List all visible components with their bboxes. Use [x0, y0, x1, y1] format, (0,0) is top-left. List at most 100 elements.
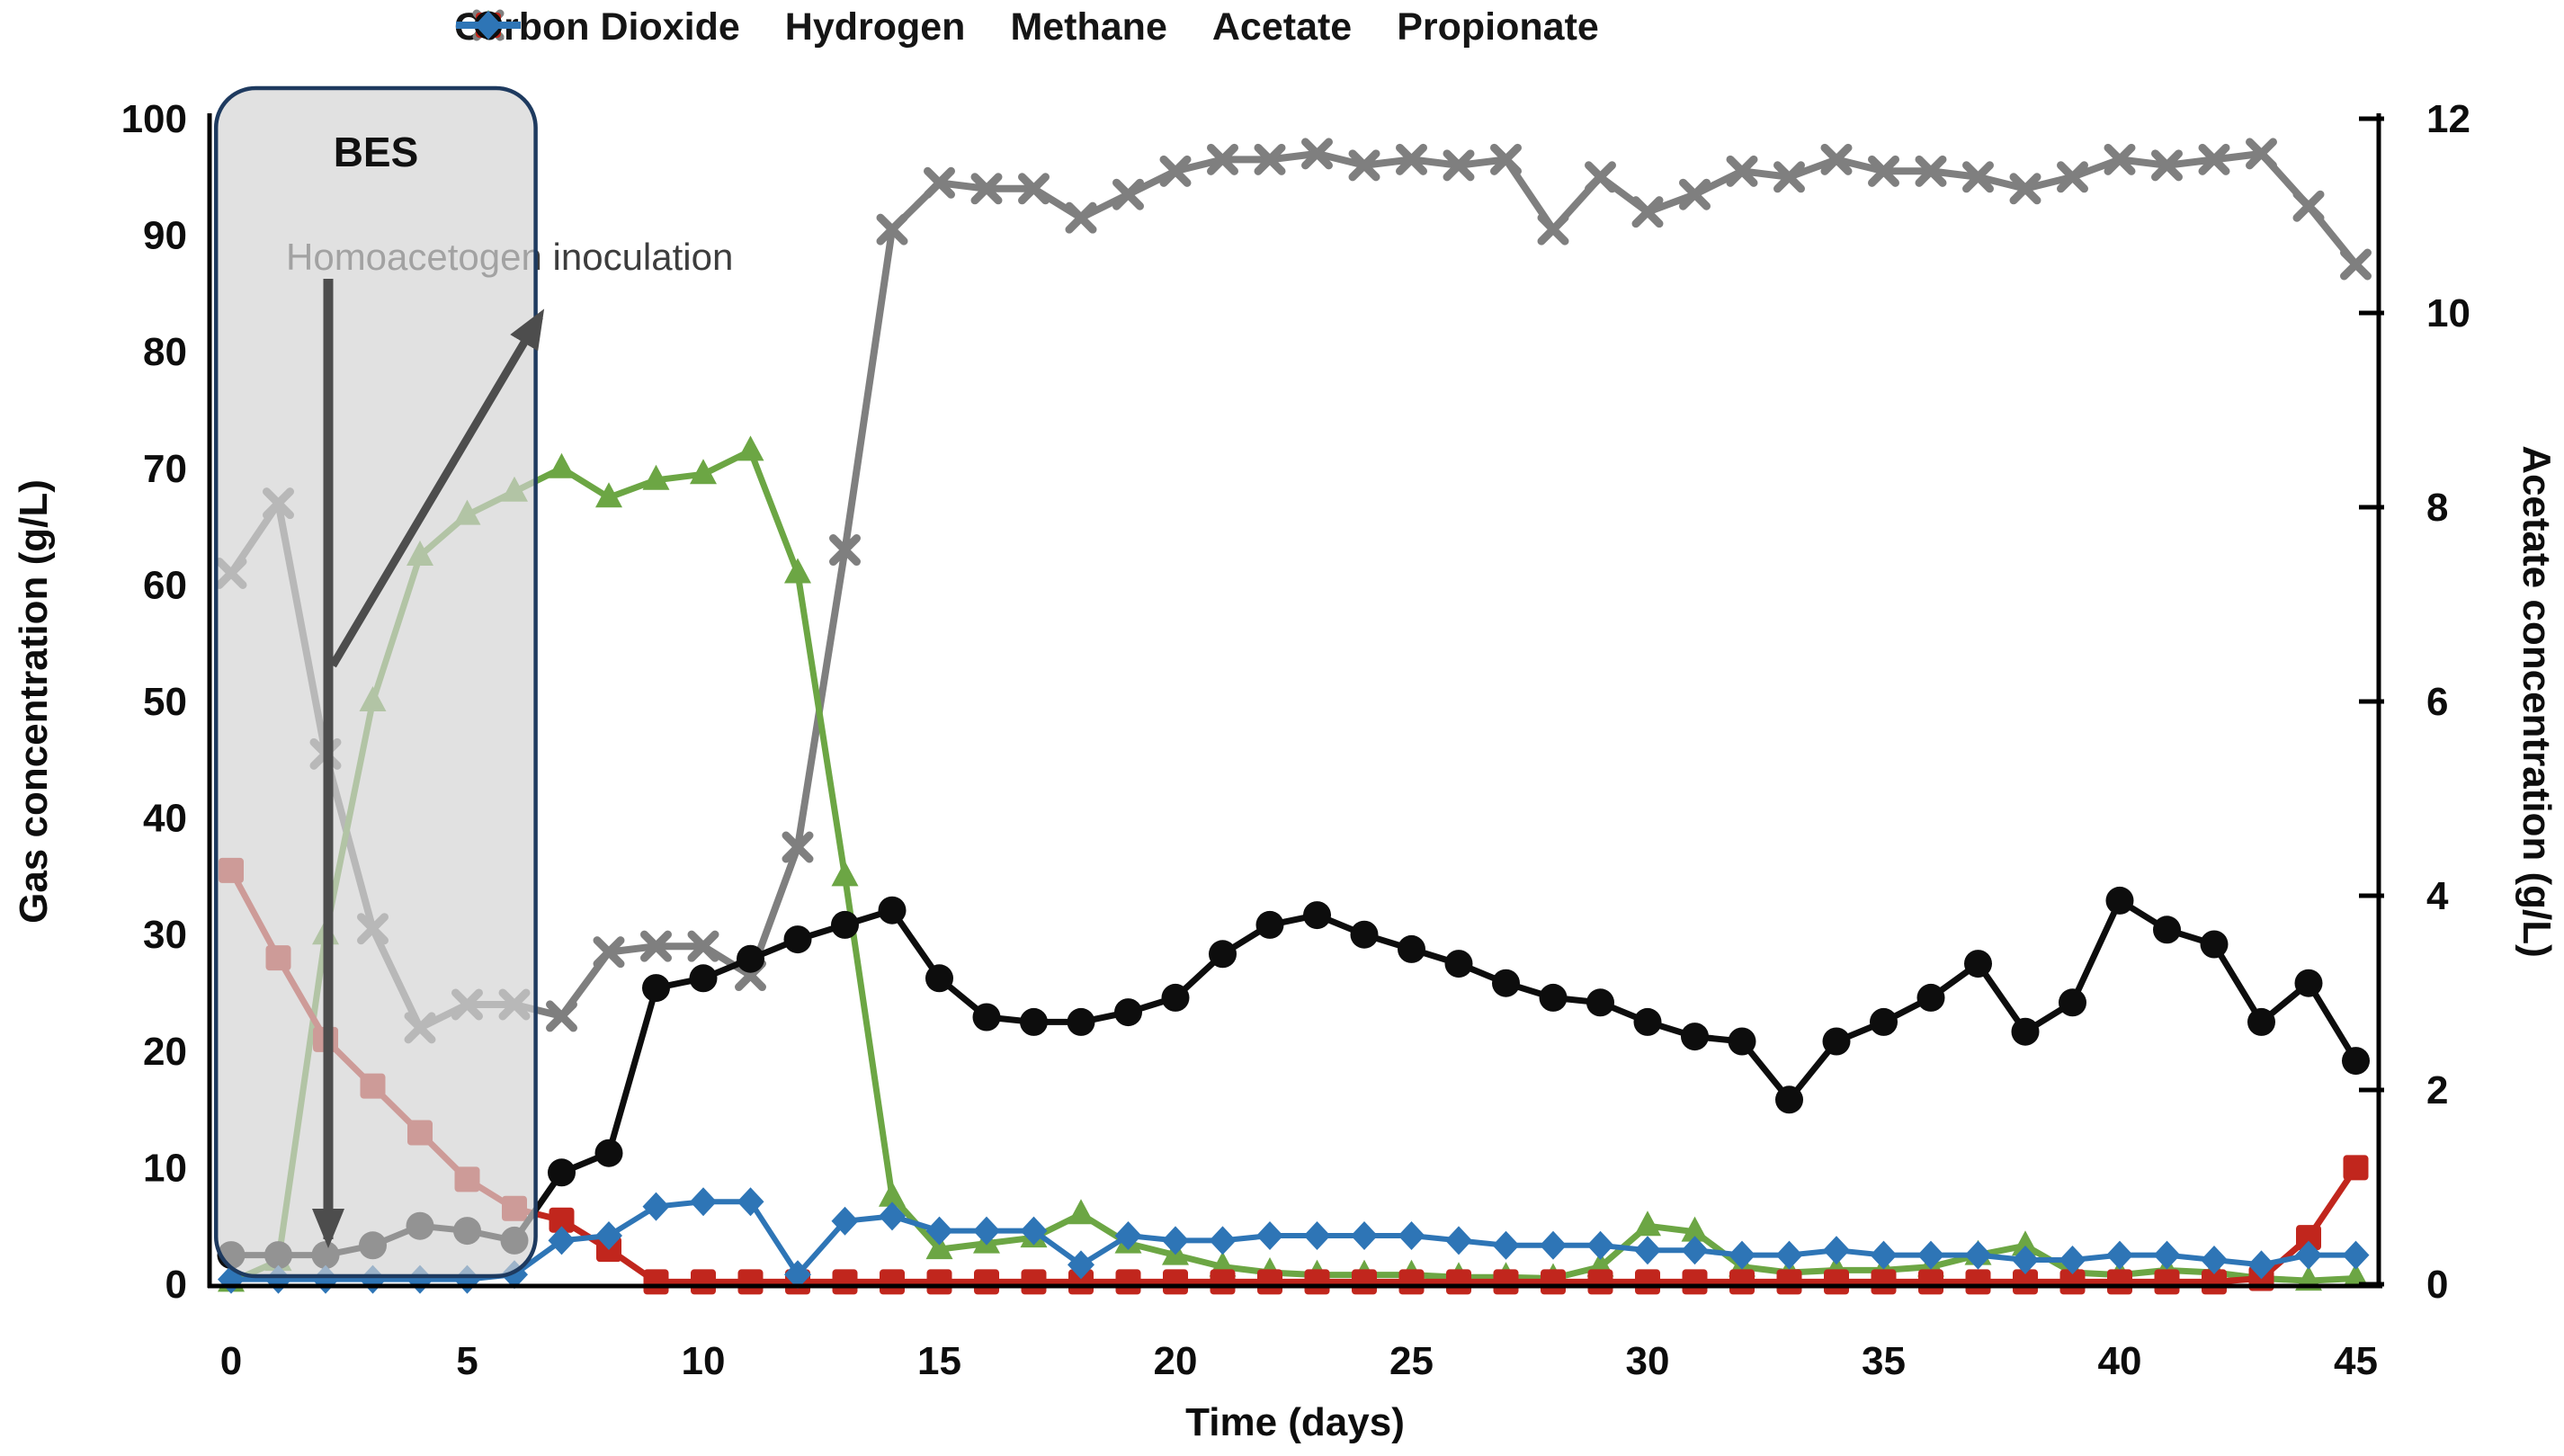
propionate-point — [1068, 1250, 1094, 1280]
carbon-dioxide-point — [1443, 149, 1475, 182]
propionate-point — [1729, 1240, 1755, 1270]
methane-point — [1541, 1269, 1566, 1295]
legend-label-methane: Methane — [1010, 5, 1167, 49]
methane-point — [549, 1207, 575, 1233]
propionate-point — [1020, 1216, 1048, 1246]
carbon-dioxide-point — [782, 831, 814, 863]
carbon-dioxide-point — [2246, 138, 2277, 170]
acetate-point — [1822, 1027, 1851, 1056]
hydrogen-point — [737, 435, 764, 461]
acetate-line — [231, 897, 2359, 1259]
propionate-point — [1775, 1240, 1803, 1270]
carbon-dioxide-point — [1726, 155, 1758, 187]
propionate-point — [2201, 1246, 2228, 1274]
propionate-point — [642, 1192, 670, 1221]
left-axis-tick-label: 80 — [143, 330, 187, 374]
hydrogen-point — [925, 1234, 953, 1260]
methane-point — [2154, 1269, 2180, 1295]
left-axis-tick-label: 20 — [143, 1030, 187, 1074]
legend: Carbon Dioxide Hydrogen Methane Acetate Prop… — [454, 5, 1599, 49]
x-axis-tick-label: 45 — [2334, 1339, 2378, 1383]
propionate-point — [1209, 1226, 1237, 1255]
propionate-point — [1398, 1221, 1425, 1250]
propionate-point — [1351, 1221, 1378, 1250]
carbon-dioxide-point — [2151, 149, 2183, 182]
propionate-point — [690, 1187, 717, 1217]
carbon-dioxide-point — [1254, 143, 1286, 175]
annotation-over-layer: BES — [312, 129, 545, 1248]
carbon-dioxide-point — [924, 166, 955, 199]
acetate-point — [1586, 988, 1614, 1017]
x-axis-tick-label: 35 — [1862, 1339, 1906, 1383]
carbon-dioxide-point — [1348, 149, 1380, 182]
methane-point — [1871, 1269, 1897, 1295]
right-axis-tick-label: 0 — [2426, 1263, 2448, 1307]
methane-point — [1398, 1269, 1425, 1295]
carbon-dioxide-point — [2292, 190, 2325, 222]
hydrogen-point — [879, 1181, 906, 1207]
carbon-dioxide-point — [2057, 161, 2088, 193]
acetate-point — [737, 944, 764, 973]
methane-point — [737, 1269, 764, 1295]
left-axis-tick-label: 30 — [143, 913, 187, 957]
methane-point — [1163, 1269, 1188, 1295]
acetate-point — [1255, 910, 1284, 939]
hydrogen-point — [1681, 1216, 1709, 1242]
propionate-point — [879, 1201, 906, 1231]
x-axis-tick-label: 20 — [1154, 1339, 1198, 1383]
x-axis-tick-label: 10 — [682, 1339, 726, 1383]
carbon-dioxide-point — [1820, 143, 1853, 175]
carbon-dioxide-point — [593, 936, 625, 969]
propionate-point — [1634, 1236, 1661, 1265]
propionate-point — [1256, 1221, 1283, 1250]
acetate-point — [1020, 1007, 1048, 1036]
methane-point — [832, 1269, 858, 1295]
propionate-point — [2106, 1240, 2133, 1270]
left-axis-title: Gas concentration (g/L) — [12, 479, 56, 924]
legend-item-acetate: Acetate — [456, 5, 1352, 49]
carbon-dioxide-point — [1490, 143, 1522, 175]
x-axis-tick-label: 15 — [917, 1339, 961, 1383]
propionate-point — [548, 1226, 576, 1255]
propionate-point — [2012, 1246, 2039, 1274]
carbon-dioxide-point — [1962, 161, 1994, 193]
left-axis-tick-label: 50 — [143, 680, 187, 724]
inoculation-diagonal-arrow — [329, 308, 545, 668]
hydrogen-point — [548, 452, 576, 478]
carbon-dioxide-point — [1915, 155, 1947, 187]
propionate-point — [1303, 1221, 1331, 1250]
series-hydrogen — [218, 435, 2370, 1292]
acetate-point — [1964, 950, 1992, 978]
propionate-point — [595, 1221, 622, 1250]
acetate-point — [878, 896, 907, 925]
acetate-point — [594, 1139, 623, 1167]
carbon-dioxide-point — [546, 1000, 577, 1032]
plot-series — [215, 138, 2372, 1295]
methane-point — [1352, 1269, 1377, 1295]
x-axis-title: Time (days) — [1185, 1400, 1405, 1444]
propionate-point — [1823, 1236, 1850, 1265]
hydrogen-point — [784, 558, 811, 584]
methane-point — [880, 1269, 905, 1295]
hydrogen-point — [595, 482, 622, 508]
right-axis-tick-label: 8 — [2426, 486, 2448, 530]
acetate-point — [1444, 950, 1473, 978]
methane-point — [1776, 1269, 1802, 1295]
acetate-point — [1350, 920, 1379, 949]
hydrogen-point — [2012, 1230, 2039, 1256]
propionate-point — [2059, 1246, 2086, 1274]
right-axis-tick-label: 2 — [2426, 1068, 2448, 1112]
left-axis-tick-label: 40 — [143, 797, 187, 841]
methane-point — [1587, 1269, 1613, 1295]
x-axis-tick-label: 5 — [456, 1339, 478, 1383]
carbon-dioxide-point — [1868, 155, 1899, 187]
propionate-point — [1492, 1230, 1520, 1260]
propionate-point — [2295, 1240, 2322, 1270]
acetate-point — [1398, 934, 1425, 963]
right-axis-tick-label: 12 — [2426, 97, 2470, 141]
propionate-point — [2153, 1240, 2181, 1270]
acetate-point — [2059, 988, 2086, 1017]
acetate-point — [2294, 969, 2323, 997]
acetate-point — [1161, 983, 1190, 1012]
